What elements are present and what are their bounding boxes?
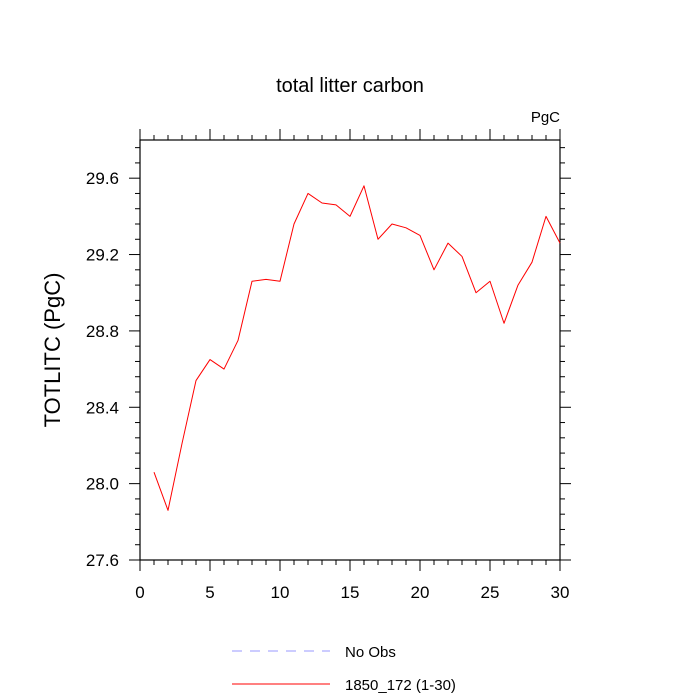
y-tick-label: 28.8: [86, 322, 119, 341]
y-axis-ticks: [129, 147, 571, 561]
x-axis-tick-labels: 0 5 10 15 20 25 30: [135, 583, 569, 602]
series-layer: [153, 185, 561, 511]
legend-label-1850-172: 1850_172 (1-30): [345, 677, 456, 694]
y-axis-tick-labels: 27.6 28.0 28.4 28.8 29.2 29.6: [86, 169, 119, 570]
x-tick-label: 30: [551, 583, 570, 602]
plot-frame: [139, 139, 561, 561]
legend: No Obs 1850_172 (1-30): [232, 644, 456, 694]
chart-title: total litter carbon: [276, 75, 424, 97]
y-tick-label: 28.4: [86, 398, 119, 417]
y-axis-label: TOTLITC (PgC): [40, 273, 65, 428]
legend-label-no-obs: No Obs: [345, 644, 396, 661]
y-tick-label: 28.0: [86, 475, 119, 494]
x-axis-ticks: [139, 129, 561, 571]
y-tick-label: 27.6: [86, 551, 119, 570]
x-tick-label: 20: [411, 583, 430, 602]
x-tick-label: 10: [271, 583, 290, 602]
series-line: [153, 185, 561, 511]
y-tick-label: 29.6: [86, 169, 119, 188]
units-label: PgC: [531, 109, 560, 126]
x-tick-label: 5: [205, 583, 214, 602]
y-tick-label: 29.2: [86, 246, 119, 265]
x-tick-label: 0: [135, 583, 144, 602]
x-tick-label: 15: [341, 583, 360, 602]
x-tick-label: 25: [481, 583, 500, 602]
